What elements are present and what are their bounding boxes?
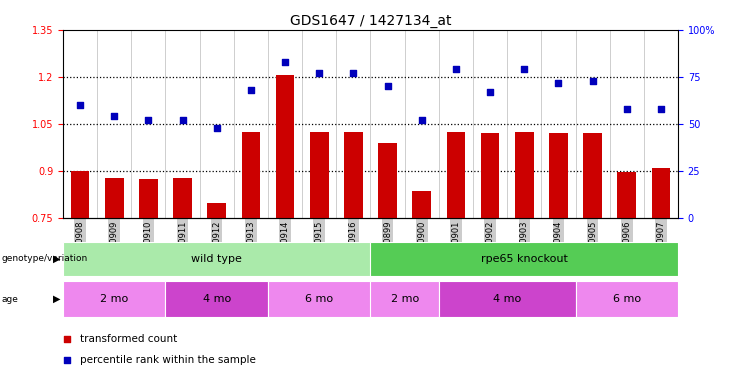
Point [313,70,325,76]
Bar [481,133,499,218]
Text: genotype/variation: genotype/variation [1,254,87,263]
Bar [104,178,124,218]
Point [279,59,291,65]
Bar [173,178,192,218]
Bar [617,172,637,217]
Text: 4 mo: 4 mo [493,294,522,304]
Point [142,117,154,123]
Bar [515,132,534,218]
Point [553,80,565,86]
Bar [268,281,370,317]
Text: 6 mo: 6 mo [613,294,641,304]
Point [348,70,359,76]
Bar [276,75,294,217]
Bar [549,133,568,218]
Point [108,113,120,119]
Bar [242,132,260,218]
Point [382,83,393,89]
Bar [370,281,439,317]
Bar [70,171,90,217]
Bar [412,191,431,217]
Text: ▶: ▶ [53,294,61,304]
Bar [344,132,363,218]
Bar [583,132,602,218]
Point [587,78,599,84]
Point [484,89,496,95]
Text: age: age [1,295,19,304]
Text: rpe65 knockout: rpe65 knockout [481,254,568,264]
Bar [378,142,397,218]
Bar [165,281,268,317]
Bar [207,203,226,217]
Bar [63,281,165,317]
Bar [370,242,678,276]
Bar [310,132,329,218]
Bar [63,242,370,276]
Point [62,357,73,363]
Text: 4 mo: 4 mo [202,294,231,304]
Text: transformed count: transformed count [80,334,177,344]
Point [210,124,222,130]
Point [621,106,633,112]
Point [655,106,667,112]
Bar [139,179,158,218]
Title: GDS1647 / 1427134_at: GDS1647 / 1427134_at [290,13,451,28]
Text: 2 mo: 2 mo [391,294,419,304]
Bar [651,168,671,217]
Point [176,117,188,123]
Bar [439,281,576,317]
Text: percentile rank within the sample: percentile rank within the sample [80,355,256,365]
Bar [576,281,678,317]
Point [416,117,428,123]
Point [450,66,462,72]
Text: 6 mo: 6 mo [305,294,333,304]
Text: ▶: ▶ [53,254,61,264]
Text: wild type: wild type [191,254,242,264]
Point [62,336,73,342]
Point [74,102,86,108]
Point [245,87,257,93]
Point [518,66,530,72]
Bar [447,132,465,218]
Text: 2 mo: 2 mo [100,294,128,304]
